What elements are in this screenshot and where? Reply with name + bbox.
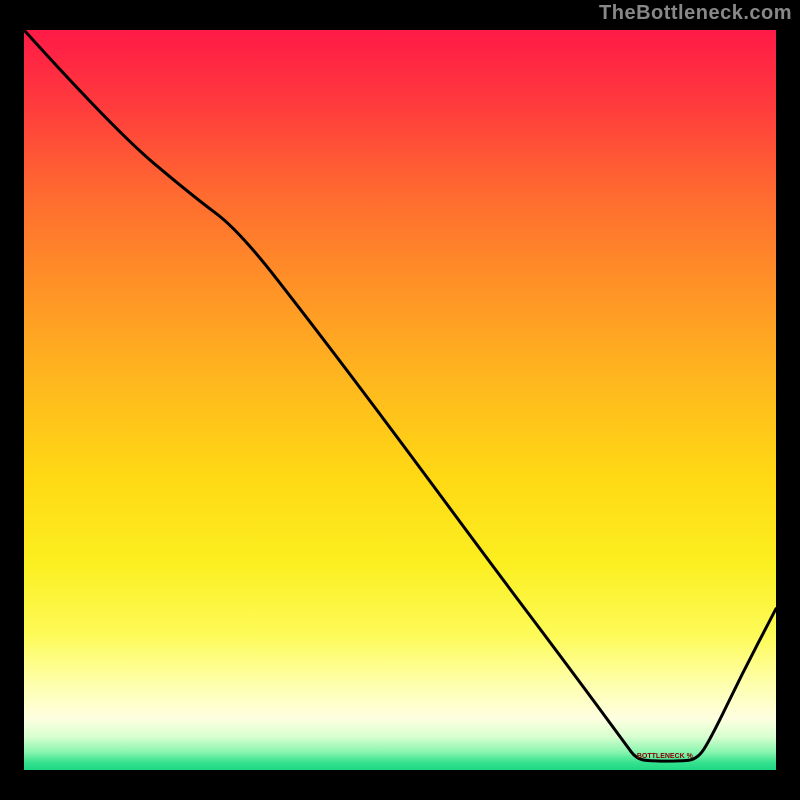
curve-layer: [24, 30, 776, 770]
watermark-text: TheBottleneck.com: [599, 2, 792, 25]
overlay-label: BOTTLENECK %: [637, 753, 693, 760]
curve-line: [24, 30, 776, 761]
plot-area: BOTTLENECK %: [24, 30, 776, 770]
